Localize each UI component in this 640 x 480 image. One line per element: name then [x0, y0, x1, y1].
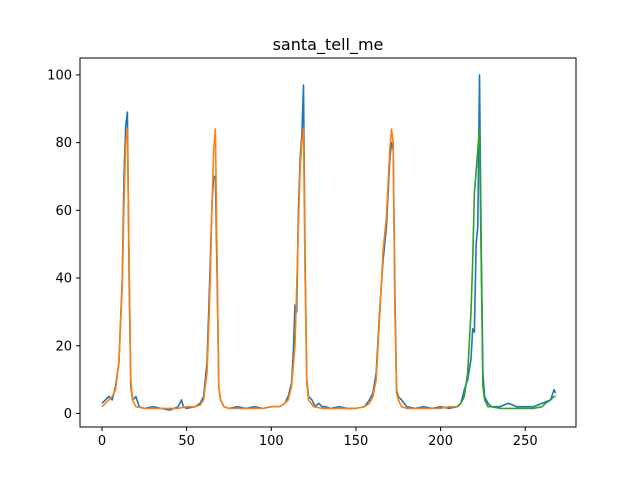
- chart-title: santa_tell_me: [273, 35, 384, 55]
- x-tick-label: 100: [259, 434, 284, 449]
- plot-frame: [79, 57, 577, 428]
- y-tick-label: 0: [64, 407, 72, 422]
- series-line-2: [101, 128, 458, 410]
- x-tick-label: 150: [344, 434, 369, 449]
- series-line-3: [456, 128, 556, 410]
- x-tick-label: 200: [428, 434, 453, 449]
- x-tick-label: 50: [178, 434, 195, 449]
- x-axis: 0 50 100 150 200 250: [98, 427, 538, 449]
- y-tick-label: 80: [55, 136, 72, 151]
- y-tick-label: 100: [47, 68, 72, 83]
- y-tick-label: 60: [55, 204, 72, 219]
- y-tick-label: 20: [55, 339, 72, 354]
- y-tick-label: 40: [55, 272, 72, 287]
- x-tick-label: 0: [98, 434, 106, 449]
- series-line-1: [101, 74, 557, 411]
- x-tick-label: 250: [513, 434, 538, 449]
- y-axis: 0 20 40 60 80 100: [47, 68, 80, 422]
- series-layer: [101, 74, 557, 411]
